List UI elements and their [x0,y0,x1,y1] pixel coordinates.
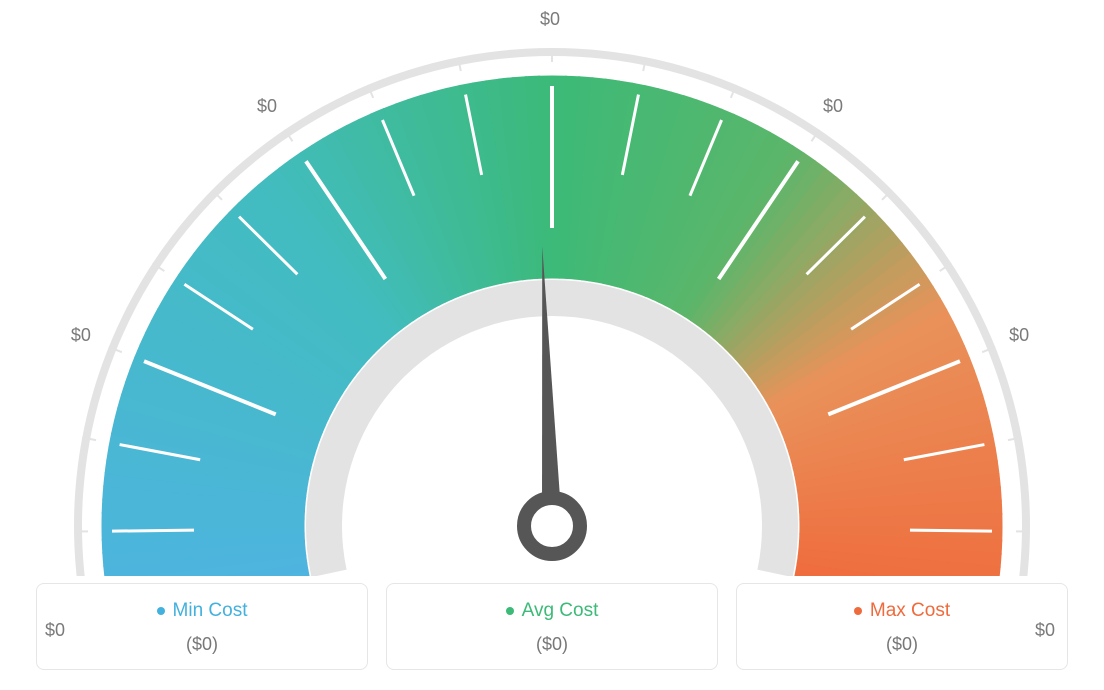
legend-label-max: Max Cost [870,600,950,622]
legend-dot-avg [506,607,514,615]
legend-card-min: Min Cost ($0) [36,583,368,670]
gauge-svg [36,16,1068,576]
gauge-scale-label: $0 [1009,325,1029,346]
gauge-scale-label: $0 [823,96,843,117]
legend-dot-min [157,607,165,615]
legend-label-min: Min Cost [173,600,248,622]
legend-value-min: ($0) [47,634,357,655]
gauge-scale-label: $0 [71,325,91,346]
legend-title-max: Max Cost [854,600,950,622]
gauge-scale-label: $0 [540,9,560,30]
legend-value-avg: ($0) [397,634,707,655]
gauge-chart: $0$0$0$0$0$0$0 [0,0,1104,570]
legend-label-avg: Avg Cost [522,600,599,622]
legend-row: Min Cost ($0) Avg Cost ($0) Max Cost ($0… [36,583,1068,670]
legend-title-avg: Avg Cost [506,600,599,622]
legend-card-avg: Avg Cost ($0) [386,583,718,670]
gauge-scale-label: $0 [257,96,277,117]
legend-title-min: Min Cost [157,600,248,622]
legend-card-max: Max Cost ($0) [736,583,1068,670]
legend-value-max: ($0) [747,634,1057,655]
legend-dot-max [854,607,862,615]
